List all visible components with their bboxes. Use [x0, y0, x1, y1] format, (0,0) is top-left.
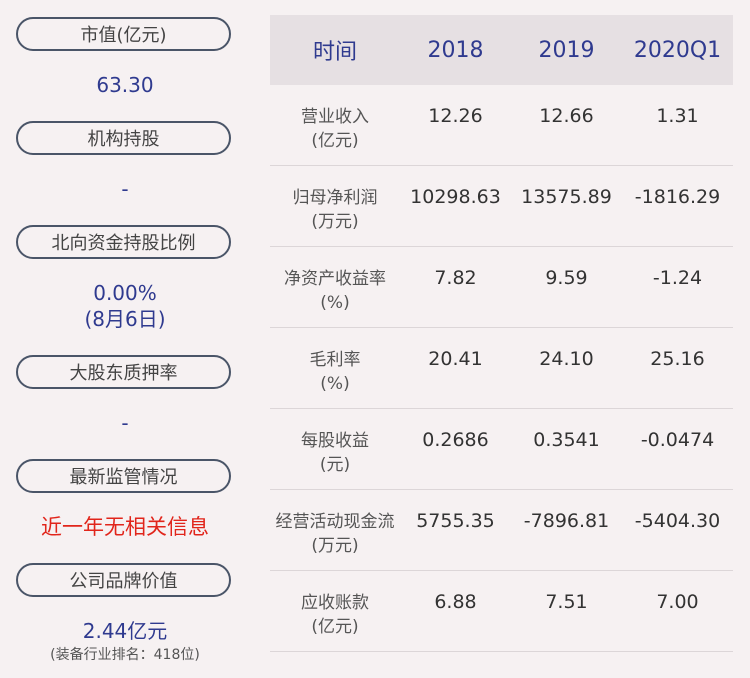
table-row: 每股收益 (元) 0.2686 0.3541 -0.0474 — [270, 409, 733, 490]
cell: 24.10 — [539, 348, 594, 370]
row-label: 每股收益 (元) — [301, 431, 369, 475]
pledge-ratio-value: - — [121, 411, 129, 435]
regulation-label: 最新监管情况 — [16, 459, 231, 493]
cell: 13575.89 — [521, 186, 612, 208]
northbound-ratio-date: (8月6日) — [84, 307, 166, 331]
cell: 5755.35 — [416, 510, 495, 532]
header-time: 时间 — [312, 40, 357, 65]
northbound-ratio-label: 北向资金持股比例 — [16, 225, 231, 259]
cell: -7896.81 — [523, 510, 610, 532]
market-cap-label: 市值(亿元) — [16, 17, 231, 51]
table-row: 毛利率 (%) 20.41 24.10 25.16 — [270, 328, 733, 409]
table-row: 净资产收益率 (%) 7.82 9.59 -1.24 — [270, 247, 733, 328]
institution-holding-label: 机构持股 — [16, 121, 231, 155]
cell: 0.3541 — [533, 429, 600, 451]
cell: 6.88 — [434, 591, 477, 613]
pledge-ratio-label: 大股东质押率 — [16, 355, 231, 389]
row-label: 毛利率 (%) — [309, 350, 361, 394]
row-label: 营业收入 (亿元) — [301, 107, 369, 151]
row-label: 归母净利润 (万元) — [292, 188, 378, 232]
cell: -1816.29 — [634, 186, 721, 208]
brand-rank: (装备行业排名：418位) — [50, 647, 200, 663]
cell: 25.16 — [650, 348, 705, 370]
financial-table: 时间 2018 2019 2020Q1 营业收入 (亿元) 12.26 12.66… — [270, 15, 733, 652]
table-row: 经营活动现金流 (万元) 5755.35 -7896.81 -5404.30 — [270, 490, 733, 571]
table-header: 时间 2018 2019 2020Q1 — [270, 15, 733, 85]
cell: -5404.30 — [634, 510, 721, 532]
regulation-value: 近一年无相关信息 — [41, 515, 209, 539]
cell: 9.59 — [545, 267, 588, 289]
cell: 12.66 — [539, 105, 594, 127]
northbound-ratio-value: 0.00% — [93, 281, 157, 305]
institution-holding-value: - — [121, 177, 129, 201]
cell: 7.00 — [656, 591, 699, 613]
table-row: 应收账款 (亿元) 6.88 7.51 7.00 — [270, 571, 733, 652]
cell: -0.0474 — [640, 429, 715, 451]
cell: 7.82 — [434, 267, 477, 289]
brand-value-label: 公司品牌价值 — [16, 563, 231, 597]
header-2019: 2019 — [538, 37, 595, 63]
row-label: 净资产收益率 (%) — [284, 269, 386, 313]
cell: 20.41 — [428, 348, 483, 370]
cell: 7.51 — [545, 591, 588, 613]
left-panel: 市值(亿元) 63.30 机构持股 - 北向资金持股比例 0.00% (8月6日… — [0, 0, 250, 678]
header-2020q1: 2020Q1 — [633, 37, 722, 63]
row-label: 经营活动现金流 (万元) — [275, 512, 395, 556]
row-label: 应收账款 (亿元) — [301, 593, 369, 637]
brand-value: 2.44亿元 — [82, 619, 168, 643]
cell: -1.24 — [652, 267, 703, 289]
market-cap-value: 63.30 — [96, 73, 154, 97]
header-2018: 2018 — [427, 37, 484, 63]
cell: 1.31 — [656, 105, 699, 127]
cell: 0.2686 — [422, 429, 489, 451]
table-row: 营业收入 (亿元) 12.26 12.66 1.31 — [270, 85, 733, 166]
cell: 10298.63 — [410, 186, 501, 208]
cell: 12.26 — [428, 105, 483, 127]
table-row: 归母净利润 (万元) 10298.63 13575.89 -1816.29 — [270, 166, 733, 247]
